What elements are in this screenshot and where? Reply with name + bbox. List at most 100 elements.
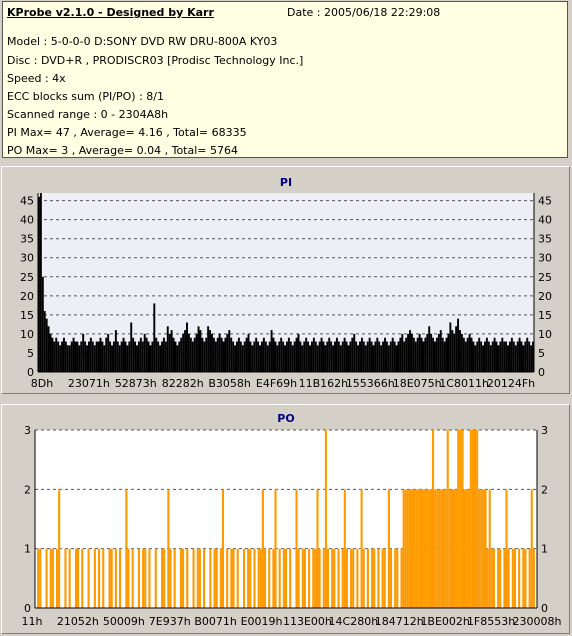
data-bar	[408, 489, 411, 608]
data-bar	[507, 548, 510, 608]
data-bar	[272, 337, 275, 372]
data-bar	[182, 333, 185, 372]
y-tick-label-left: 25	[20, 271, 34, 284]
data-bar	[293, 341, 296, 372]
data-bar	[499, 341, 502, 372]
data-bar	[251, 345, 254, 372]
data-bar	[360, 337, 363, 372]
data-bar	[295, 489, 298, 608]
data-bar	[362, 548, 365, 608]
chart-title: PI	[280, 176, 292, 189]
data-bar	[167, 489, 170, 608]
data-bar	[87, 548, 90, 608]
data-bar	[356, 548, 359, 608]
data-bar	[366, 341, 369, 372]
x-tick-label: 113E00h	[283, 615, 332, 628]
data-bar	[95, 341, 98, 372]
data-bar	[286, 341, 288, 372]
data-bar	[209, 330, 212, 372]
data-bar	[218, 333, 221, 372]
data-bar	[378, 341, 381, 372]
data-bar	[226, 333, 229, 372]
x-tick-label: 52873h	[115, 377, 157, 390]
data-bar	[405, 337, 408, 372]
y-tick-label-right: 35	[538, 233, 552, 246]
data-bar	[520, 341, 523, 372]
data-bar	[249, 548, 252, 608]
data-bar	[221, 489, 225, 608]
data-bar	[253, 341, 256, 372]
data-bar	[284, 548, 288, 608]
data-bar	[387, 345, 390, 372]
data-bar	[230, 548, 233, 608]
data-bar	[101, 341, 104, 372]
data-bar	[462, 337, 465, 372]
data-bar	[127, 548, 130, 608]
data-bar	[426, 333, 429, 372]
data-bar	[166, 326, 169, 372]
data-bar	[159, 345, 162, 372]
data-bar	[89, 337, 92, 372]
data-bar	[493, 337, 496, 372]
data-bar	[274, 341, 277, 372]
data-bar	[228, 330, 231, 372]
data-bar	[513, 548, 516, 608]
data-bar	[385, 341, 388, 372]
data-bar	[220, 337, 223, 372]
data-bar	[196, 548, 199, 608]
data-bar	[141, 341, 144, 372]
data-bar	[518, 548, 521, 608]
data-bar	[261, 341, 263, 372]
data-bar	[491, 341, 494, 372]
data-bar	[91, 341, 94, 372]
data-bar	[78, 345, 81, 372]
data-bar	[387, 489, 390, 608]
y-tick-label-left: 0	[24, 602, 31, 615]
data-bar	[59, 345, 62, 372]
data-bar	[98, 548, 101, 608]
data-bar	[382, 341, 385, 372]
data-bar	[396, 548, 399, 608]
data-bar	[335, 337, 338, 372]
data-bar	[161, 548, 164, 608]
data-bar	[430, 333, 433, 372]
data-bar	[352, 548, 355, 608]
data-bar	[485, 337, 488, 372]
data-bar	[331, 548, 334, 608]
data-bar	[131, 548, 134, 608]
data-bar	[461, 430, 464, 608]
data-bar	[404, 489, 407, 608]
data-bar	[112, 341, 115, 372]
data-bar	[389, 548, 393, 608]
x-tick-label: 7E937h	[149, 615, 191, 628]
data-bar	[372, 345, 375, 372]
data-bar	[510, 337, 513, 372]
data-bar	[122, 337, 125, 372]
data-bar	[236, 548, 239, 608]
data-bar	[80, 341, 83, 372]
x-tick-label: 230008h	[513, 615, 562, 628]
data-bar	[489, 345, 492, 372]
data-bar	[333, 548, 336, 608]
data-bar	[274, 489, 277, 608]
data-bar	[118, 345, 121, 372]
x-tick-label: 18E075h	[393, 377, 442, 390]
data-bar	[162, 337, 165, 372]
data-bar	[417, 489, 420, 608]
data-bar	[463, 489, 466, 608]
data-bar	[241, 345, 244, 372]
x-tick-label: 11h	[22, 615, 43, 628]
data-bar	[174, 341, 177, 372]
x-tick-label: E4F69h	[256, 377, 297, 390]
data-bar	[43, 311, 46, 372]
data-bar	[49, 333, 52, 372]
data-bar	[151, 341, 154, 372]
data-bar	[41, 276, 44, 372]
data-bar	[393, 341, 396, 372]
data-bar	[142, 548, 145, 608]
data-bar	[249, 341, 252, 372]
data-bar	[345, 548, 348, 608]
data-bar	[230, 337, 233, 372]
data-bar	[259, 345, 262, 372]
app-title: KProbe v2.1.0 - Designed by Karr	[7, 6, 214, 19]
